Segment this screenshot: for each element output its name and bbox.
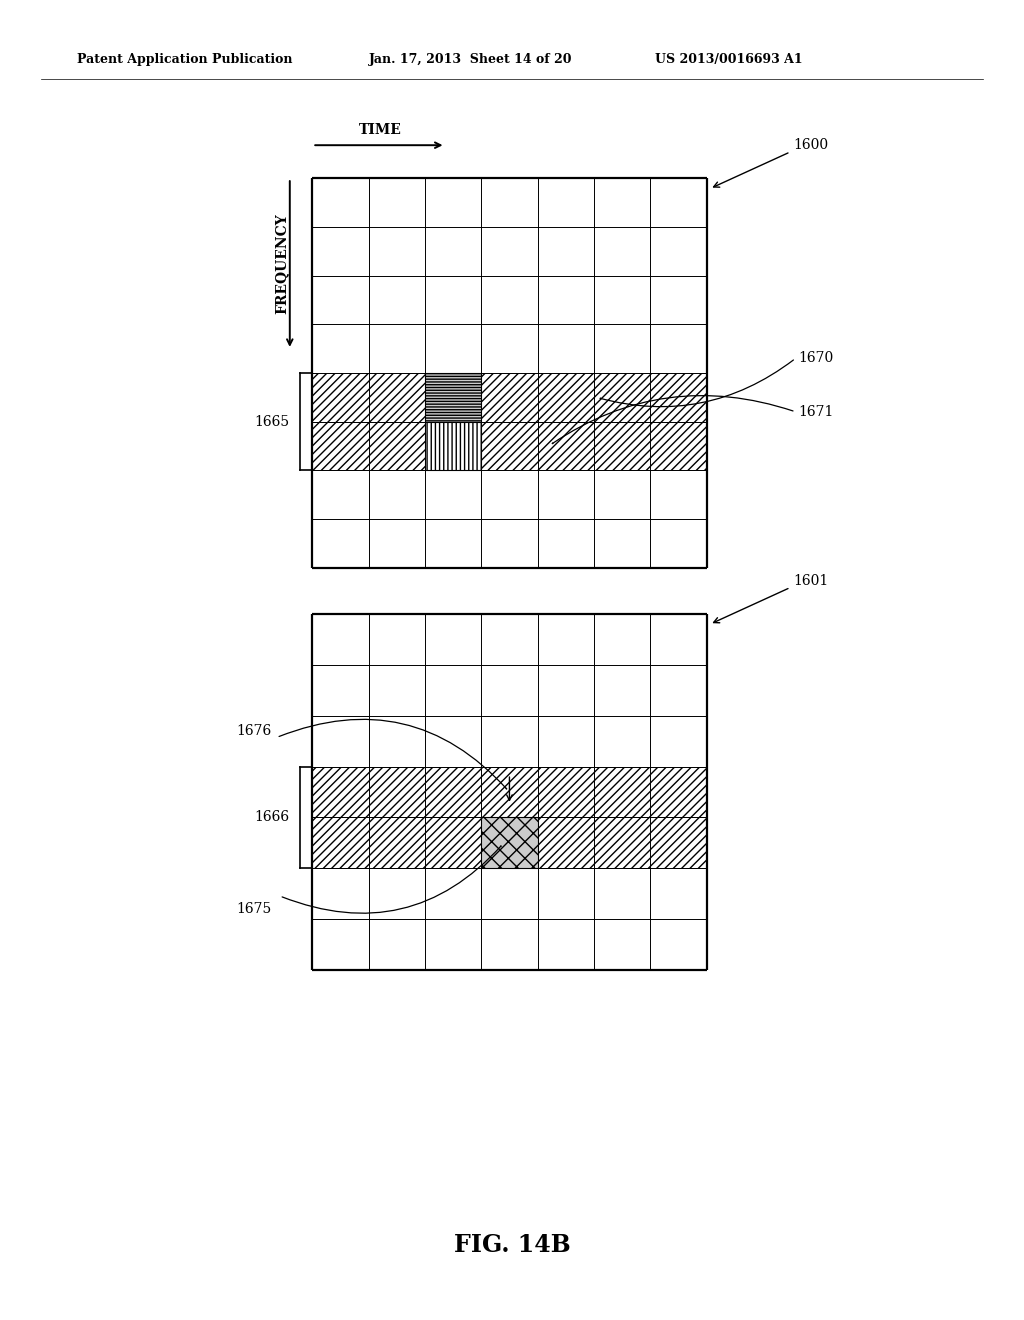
FancyArrowPatch shape: [280, 719, 507, 789]
Text: 1675: 1675: [237, 902, 271, 916]
Text: US 2013/0016693 A1: US 2013/0016693 A1: [655, 53, 803, 66]
Text: 1601: 1601: [794, 574, 828, 587]
FancyArrowPatch shape: [600, 360, 794, 407]
Bar: [312, 767, 707, 817]
FancyArrowPatch shape: [552, 396, 793, 444]
Bar: [312, 372, 707, 421]
Bar: [312, 817, 707, 869]
Text: 1665: 1665: [255, 414, 290, 429]
Text: 1666: 1666: [255, 810, 290, 825]
Text: TIME: TIME: [358, 123, 401, 137]
Bar: [312, 421, 707, 470]
Text: 1676: 1676: [237, 723, 271, 738]
Text: Jan. 17, 2013  Sheet 14 of 20: Jan. 17, 2013 Sheet 14 of 20: [369, 53, 572, 66]
Text: 1600: 1600: [794, 139, 828, 152]
Text: FREQUENCY: FREQUENCY: [274, 214, 289, 314]
Text: 1671: 1671: [799, 405, 835, 418]
Text: 1670: 1670: [799, 351, 834, 366]
Text: Patent Application Publication: Patent Application Publication: [77, 53, 292, 66]
Bar: [481, 817, 538, 869]
FancyArrowPatch shape: [283, 846, 501, 913]
Bar: [425, 372, 481, 421]
Bar: [425, 421, 481, 470]
Text: FIG. 14B: FIG. 14B: [454, 1233, 570, 1257]
